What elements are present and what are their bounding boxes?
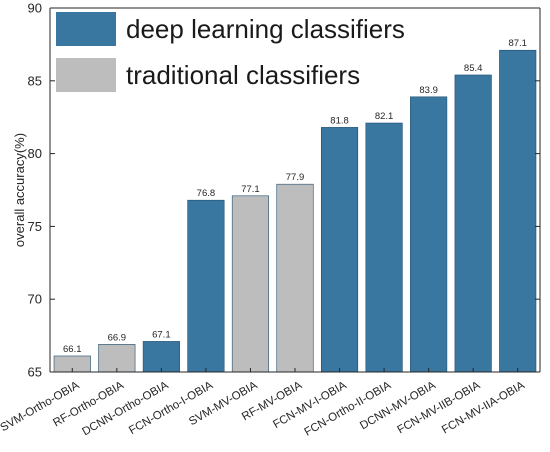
bar-fcn-ortho-i-obia	[187, 199, 225, 373]
legend-label-deep: deep learning classifiers	[126, 14, 405, 44]
y-tick-label: 75	[28, 219, 42, 234]
y-tick-label: 85	[28, 73, 42, 88]
data-label: 87.1	[508, 38, 527, 49]
bar-fcn-ortho-ii-obia	[365, 122, 403, 373]
y-tick-label: 70	[28, 292, 42, 307]
data-label: 81.8	[330, 115, 349, 126]
x-tick-label: SVM-Ortho-OBIA	[0, 379, 82, 434]
bar-fcn-mv-iia-obia	[499, 49, 537, 373]
axes-layer: 65 70 75 80 85 90	[28, 1, 541, 380]
y-tick-label: 65	[28, 365, 42, 380]
bar-rf-ortho-obia	[98, 344, 136, 373]
legend-label-traditional: traditional classifiers	[126, 60, 360, 90]
bar-svm-mv-obia	[231, 195, 270, 373]
bars-layer	[53, 49, 537, 373]
bar-fcn-mv-iib-obia	[454, 74, 492, 373]
data-label: 85.4	[464, 63, 483, 74]
bar-rf-mv-obia	[276, 183, 314, 373]
data-label: 82.1	[375, 111, 394, 122]
data-label: 76.8	[197, 188, 216, 199]
data-label: 66.9	[108, 332, 127, 343]
y-axis-title: overall accuracy(%)	[12, 133, 27, 247]
legend-swatch-traditional	[56, 58, 116, 92]
legend-swatch-deep	[56, 12, 116, 46]
y-tick-label: 90	[28, 1, 42, 16]
y-tick-label: 80	[28, 146, 42, 161]
data-label: 83.9	[419, 85, 438, 96]
bar-fcn-mv-i-obia	[320, 127, 359, 373]
x-tick-label: FCN-MV-IIB-OBIA	[395, 379, 482, 436]
bar-dcnn-ortho-obia	[142, 341, 180, 373]
data-label: 77.9	[286, 172, 305, 183]
bar-dcnn-mv-obia	[410, 96, 448, 373]
data-label: 67.1	[152, 329, 171, 340]
data-label: 77.1	[241, 184, 260, 195]
legend: deep learning classifiers traditional cla…	[56, 12, 405, 92]
data-label: 66.1	[63, 344, 82, 355]
x-tick-label: FCN-MV-IIA-OBIA	[440, 379, 527, 436]
